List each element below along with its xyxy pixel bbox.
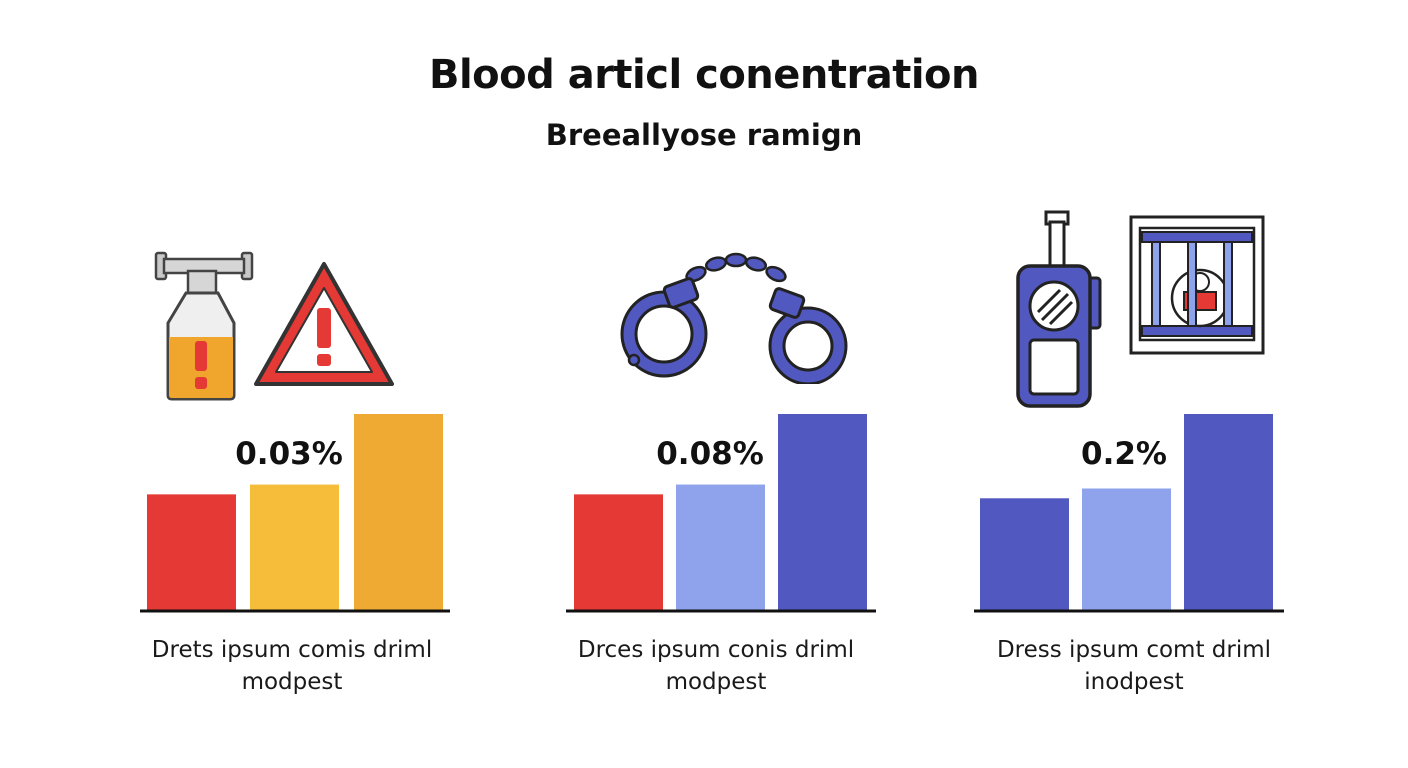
bar-3-1	[980, 498, 1069, 610]
bar-2-2	[676, 484, 765, 610]
bar-chart-1	[140, 414, 450, 613]
bar-1-1	[147, 494, 236, 610]
bar-chart-3	[974, 414, 1284, 613]
bottle-warning-icon	[154, 251, 254, 401]
bar-chart-2	[566, 414, 876, 613]
jail-icon	[1129, 215, 1265, 355]
chart-title: Blood articl conentration	[428, 52, 980, 98]
bar-2-1	[574, 494, 663, 610]
chart-subtitle: Breeallyose ramign	[545, 118, 863, 152]
value-annotation-3: 0.2%	[1081, 436, 1167, 472]
bar-3-2	[1082, 488, 1171, 610]
caption-2-line-1: Drces ipsum conis driml	[577, 637, 855, 663]
bar-1-3	[354, 414, 443, 610]
bar-2-3	[778, 414, 867, 610]
bar-1-2	[250, 484, 339, 610]
walkie-talkie-icon	[1016, 210, 1102, 408]
bar-3-3	[1184, 414, 1273, 610]
value-annotation-2: 0.08%	[656, 436, 764, 472]
caption-1-line-2: modpest	[241, 669, 343, 695]
warning-triangle-icon	[254, 262, 394, 386]
value-annotation-1: 0.03%	[235, 436, 343, 472]
caption-3: Dress ipsum comt driml inodpest	[974, 634, 1294, 698]
caption-1: Drets ipsum comis driml modpest	[142, 634, 442, 698]
handcuffs-icon	[620, 252, 848, 384]
caption-3-line-1: Dress ipsum comt driml	[996, 637, 1272, 663]
caption-2: Drces ipsum conis driml modpest	[566, 634, 866, 698]
caption-3-line-2: inodpest	[1084, 669, 1184, 695]
caption-1-line-1: Drets ipsum comis driml	[151, 637, 433, 663]
caption-2-line-2: modpest	[665, 669, 767, 695]
